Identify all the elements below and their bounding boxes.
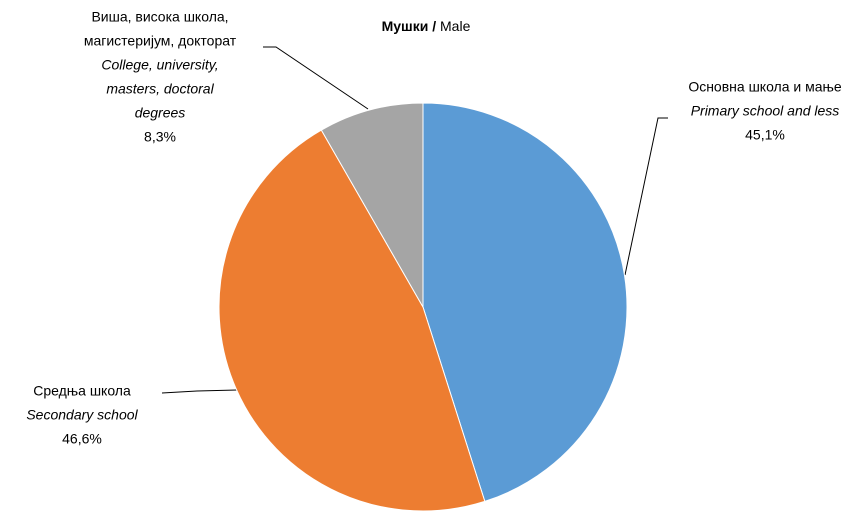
title-native: Мушки / (382, 18, 437, 34)
pie-slice (218, 129, 486, 511)
chart-title: Мушки / Male (382, 18, 471, 34)
slice-label-english: masters, doctoral (106, 81, 214, 97)
slice-label: Виша, висока школа, (91, 9, 228, 25)
slice-label: магистеријум, докторат (84, 33, 237, 49)
pie-slice (320, 102, 424, 309)
slice-label: Основна школа и мање (688, 79, 842, 95)
slice-label-english: College, university, (101, 57, 218, 73)
value-label: 46,6% (62, 431, 102, 447)
slice-label-english: Secondary school (26, 407, 138, 423)
leader-line (161, 389, 238, 394)
leader-line (263, 46, 369, 110)
slice-label: Средња школа (33, 383, 131, 399)
pie-slice (422, 102, 628, 503)
value-label: 8,3% (144, 129, 176, 145)
title-english: Male (440, 18, 471, 34)
slice-label-english: Primary school and less (691, 103, 840, 119)
leader-line (624, 117, 668, 276)
slice-label-english: degrees (135, 105, 186, 121)
value-label: 45,1% (745, 127, 785, 143)
